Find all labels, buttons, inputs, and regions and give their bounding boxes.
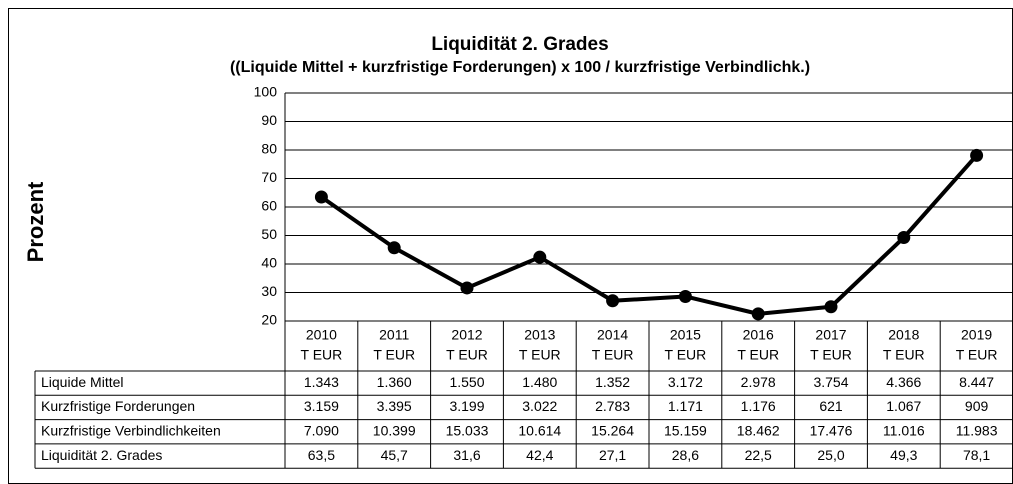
x-tick-unit: T EUR <box>519 347 561 363</box>
table-cell: 78,1 <box>963 447 990 463</box>
x-tick-unit: T EUR <box>592 347 634 363</box>
x-tick-label: 2013 <box>524 327 555 343</box>
x-tick-label: 2018 <box>888 327 919 343</box>
table-cell: 10.614 <box>518 422 561 438</box>
table-cell: 10.399 <box>373 422 416 438</box>
table-cell: 1.360 <box>377 374 412 390</box>
row-label: Kurzfristige Verbindlichkeiten <box>41 422 221 438</box>
table-cell: 17.476 <box>810 422 853 438</box>
table-cell: 2.978 <box>741 374 776 390</box>
line <box>320 154 979 316</box>
table-cell: 3.199 <box>449 398 484 414</box>
row-label: Liquidität 2. Grades <box>41 447 162 463</box>
table-cell: 11.016 <box>883 422 925 438</box>
table-cell: 3.159 <box>304 398 339 414</box>
x-tick-unit: T EUR <box>373 347 415 363</box>
x-tick-label: 2010 <box>306 327 337 343</box>
table-cell: 18.462 <box>737 422 780 438</box>
table-cell: 1.550 <box>449 374 484 390</box>
table-cell: 1.176 <box>741 398 776 414</box>
table-cell: 25,0 <box>817 447 844 463</box>
table-cell: 42,4 <box>526 447 553 463</box>
x-tick-label: 2019 <box>961 327 992 343</box>
table-cell: 7.090 <box>304 422 339 438</box>
x-tick-label: 2014 <box>597 327 628 343</box>
x-tick-unit: T EUR <box>301 347 343 363</box>
point <box>751 307 765 321</box>
table-cell: 3.172 <box>668 374 703 390</box>
table-cell: 45,7 <box>381 447 408 463</box>
table-cell: 15.159 <box>664 422 707 438</box>
table-cell: 15.264 <box>591 422 634 438</box>
y-tick-label: 30 <box>261 283 277 299</box>
table-cell: 4.366 <box>886 374 921 390</box>
point <box>387 241 401 255</box>
chart-subtitle: ((Liquide Mittel + kurzfristige Forderun… <box>230 59 810 76</box>
table-cell: 27,1 <box>599 447 626 463</box>
point <box>824 300 838 314</box>
table-cell: 2.783 <box>595 398 630 414</box>
table-cell: 3.754 <box>813 374 848 390</box>
y-axis-label: Prozent <box>23 181 48 262</box>
y-tick-label: 80 <box>261 141 277 157</box>
point <box>460 281 474 295</box>
table-cell: 1.352 <box>595 374 630 390</box>
y-tick-label: 40 <box>261 255 277 271</box>
x-tick-unit: T EUR <box>737 347 779 363</box>
row-label: Kurzfristige Forderungen <box>41 398 195 414</box>
x-tick-label: 2016 <box>743 327 774 343</box>
y-tick-label: 20 <box>261 312 277 328</box>
point <box>897 230 911 244</box>
table-cell: 49,3 <box>890 447 917 463</box>
x-tick-unit: T EUR <box>883 347 925 363</box>
point <box>314 190 328 204</box>
x-tick-unit: T EUR <box>446 347 488 363</box>
table-cell: 11.983 <box>956 422 998 438</box>
y-tick-label: 70 <box>261 169 277 185</box>
table-cell: 63,5 <box>308 447 335 463</box>
table-cell: 3.395 <box>377 398 412 414</box>
table-cell: 28,6 <box>672 447 699 463</box>
table-cell: 1.067 <box>886 398 921 414</box>
point <box>606 294 620 308</box>
row-label: Liquide Mittel <box>41 374 124 390</box>
y-tick-label: 90 <box>261 112 277 128</box>
table-cell: 15.033 <box>446 422 489 438</box>
y-tick-label: 50 <box>261 226 277 242</box>
x-tick-label: 2012 <box>451 327 482 343</box>
y-tick-label: 60 <box>261 198 277 214</box>
table-cell: 1.343 <box>304 374 339 390</box>
table-cell: 621 <box>819 398 843 414</box>
x-tick-label: 2017 <box>815 327 846 343</box>
table-cell: 1.480 <box>522 374 557 390</box>
table-cell: 22,5 <box>745 447 772 463</box>
table-cell: 1.171 <box>668 398 703 414</box>
y-tick-label: 100 <box>254 84 278 100</box>
point <box>970 148 984 162</box>
x-tick-unit: T EUR <box>665 347 707 363</box>
table-cell: 909 <box>965 398 989 414</box>
table-cell: 8.447 <box>959 374 994 390</box>
table-cell: 3.022 <box>522 398 557 414</box>
x-tick-label: 2015 <box>670 327 701 343</box>
x-tick-label: 2011 <box>379 327 409 343</box>
point <box>678 289 692 303</box>
chart-title: Liquidität 2. Grades <box>431 34 608 55</box>
x-tick-unit: T EUR <box>956 347 998 363</box>
x-tick-unit: T EUR <box>810 347 852 363</box>
table-cell: 31,6 <box>453 447 480 463</box>
point <box>533 250 547 264</box>
